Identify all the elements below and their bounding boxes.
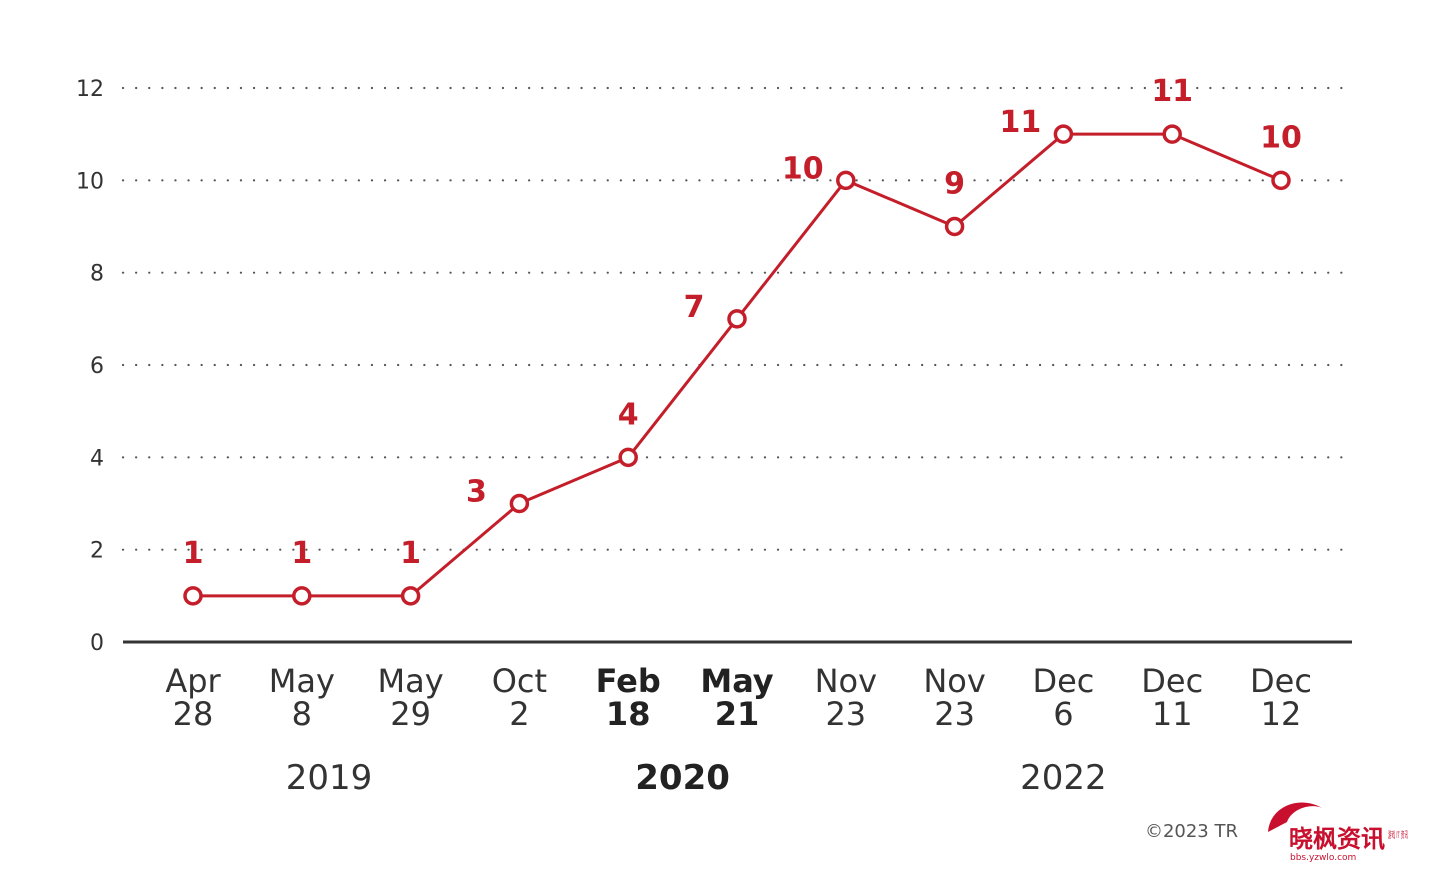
year-label: 2022 [1020, 758, 1107, 798]
data-point [1053, 124, 1074, 144]
credit-text: ©2023 TR [1145, 821, 1238, 842]
x-tick-month: Dec [1141, 662, 1203, 700]
x-tick-month: Dec [1250, 662, 1312, 700]
y-tick-label: 10 [76, 169, 104, 194]
x-tick-day: 29 [390, 695, 431, 733]
x-tick-day: 12 [1261, 695, 1302, 733]
data-points [183, 124, 1291, 606]
x-tick-day: 18 [606, 695, 651, 733]
y-tick-label: 0 [90, 631, 104, 656]
data-label: 11 [1000, 105, 1042, 140]
x-tick-month: Feb [596, 662, 661, 700]
year-label: 2020 [635, 758, 730, 798]
x-tick-month: May [269, 662, 335, 700]
year-label: 2019 [286, 758, 373, 798]
data-label: 1 [291, 536, 312, 571]
y-axis-ticks: 0 2 4 6 8 10 12 [76, 77, 104, 656]
x-tick-day: 23 [825, 695, 866, 733]
data-label: 1 [400, 536, 421, 571]
x-tick-month: May [700, 662, 773, 700]
data-label: 3 [466, 475, 487, 510]
data-point [1271, 170, 1291, 191]
y-tick-label: 12 [76, 77, 104, 102]
y-tick-label: 2 [90, 539, 104, 564]
data-label: 9 [944, 167, 965, 202]
data-point [509, 493, 530, 514]
data-point [618, 447, 638, 468]
data-point [400, 586, 421, 606]
data-label: 7 [684, 290, 705, 325]
x-tick-month: Oct [492, 662, 547, 700]
data-point [944, 216, 965, 237]
x-axis-ticks: Apr28May8May29Oct2Feb18May21Nov23Nov23De… [165, 662, 1312, 733]
x-tick-day: 28 [173, 695, 214, 733]
data-label: 10 [1260, 120, 1302, 155]
data-label: 10 [782, 151, 824, 186]
data-point [292, 586, 312, 606]
x-tick-month: May [378, 662, 444, 700]
y-tick-label: 8 [90, 262, 104, 287]
x-tick-month: Apr [165, 662, 221, 700]
y-tick-label: 6 [90, 354, 104, 379]
watermark-logo: 晓枫资讯 bbs.yzwlo.com 游戏 IT 资讯 [1268, 802, 1408, 863]
x-tick-day: 11 [1152, 695, 1193, 733]
watermark-text: 晓枫资讯 [1289, 825, 1385, 853]
y-tick-label: 4 [90, 446, 104, 471]
data-point [727, 309, 747, 329]
year-labels: 2019 2020 2022 [286, 758, 1107, 798]
x-tick-day: 6 [1053, 695, 1073, 733]
watermark-url: bbs.yzwlo.com [1290, 853, 1356, 863]
data-point [836, 170, 856, 191]
x-tick-day: 2 [509, 695, 529, 733]
data-label: 1 [183, 536, 204, 571]
data-point [1162, 124, 1182, 144]
x-tick-month: Nov [923, 662, 985, 700]
data-label: 11 [1151, 74, 1193, 109]
data-label: 4 [618, 397, 639, 432]
x-tick-month: Dec [1032, 662, 1094, 700]
x-tick-month: Nov [815, 662, 877, 700]
data-point [183, 586, 203, 606]
watermark-side-text: 游戏 IT 资讯 [1388, 829, 1408, 841]
x-tick-day: 21 [715, 695, 760, 733]
x-tick-day: 23 [934, 695, 975, 733]
x-tick-day: 8 [292, 695, 312, 733]
